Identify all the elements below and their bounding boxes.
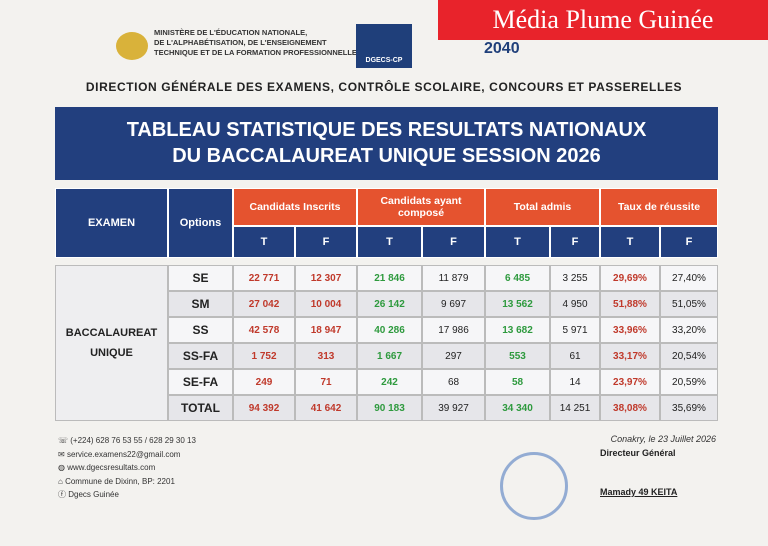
emblem: [116, 32, 148, 60]
value-cell: 18 947: [295, 317, 357, 343]
stamp: [500, 452, 568, 520]
sub-header: T: [485, 226, 550, 258]
value-cell: 5 971: [550, 317, 600, 343]
value-cell: 94 392: [233, 395, 295, 421]
value-cell: 33,17%: [600, 343, 660, 369]
sub-header: F: [550, 226, 600, 258]
sub-header: F: [660, 226, 718, 258]
value-cell: 9 697: [422, 291, 485, 317]
title-line: TABLEAU STATISTIQUE DES RESULTATS NATION…: [126, 119, 647, 141]
ministry-line: MINISTÈRE DE L'ÉDUCATION NATIONALE,: [154, 28, 308, 37]
option-cell: SM: [168, 291, 233, 317]
contact-text: www.dgecsresultats.com: [67, 463, 156, 472]
value-cell: 27,40%: [660, 265, 718, 291]
group-header: Candidats ayant composé: [357, 188, 485, 226]
value-cell: 4 950: [550, 291, 600, 317]
option-cell: SE: [168, 265, 233, 291]
value-cell: 51,05%: [660, 291, 718, 317]
value-cell: 22 771: [233, 265, 295, 291]
contact: ✉ service.examens22@gmail.com: [58, 449, 181, 459]
contact: ⌂ Commune de Dixinn, BP: 2201: [58, 476, 175, 486]
value-cell: 1 667: [357, 343, 422, 369]
value-cell: 35,69%: [660, 395, 718, 421]
exam-header: EXAMEN: [55, 188, 168, 258]
value-cell: 71: [295, 369, 357, 395]
contact: ⓕ Dgecs Guinée: [58, 490, 119, 499]
sub-header: F: [422, 226, 485, 258]
sub-header: F: [295, 226, 357, 258]
sub-header: T: [233, 226, 295, 258]
exam-cell: BACCALAUREAT UNIQUE: [55, 265, 168, 421]
value-cell: 42 578: [233, 317, 295, 343]
value-cell: 553: [485, 343, 550, 369]
watermark: Média Plume Guinée: [438, 0, 768, 40]
contact-text: Commune de Dixinn, BP: 2201: [65, 476, 175, 486]
sub-header: T: [357, 226, 422, 258]
contact-text: service.examens22@gmail.com: [66, 449, 181, 459]
option-cell: SE-FA: [168, 369, 233, 395]
title-band: TABLEAU STATISTIQUE DES RESULTATS NATION…: [55, 107, 718, 180]
ministry-line: TECHNIQUE ET DE LA FORMATION PROFESSIONN…: [154, 48, 357, 57]
value-cell: 51,88%: [600, 291, 660, 317]
value-cell: 39 927: [422, 395, 485, 421]
value-cell: 13 682: [485, 317, 550, 343]
value-cell: 11 879: [422, 265, 485, 291]
option-cell: TOTAL: [168, 395, 233, 421]
ministry-line: DE L'ALPHABÉTISATION, DE L'ENSEIGNEMENT: [154, 38, 327, 47]
value-cell: 38,08%: [600, 395, 660, 421]
value-cell: 14: [550, 369, 600, 395]
sub-header: T: [600, 226, 660, 258]
signature-name: Mamady 49 KEITA: [600, 487, 678, 497]
contact-text: (+224) 628 76 53 55 / 628 29 30 13: [70, 436, 196, 445]
value-cell: 68: [422, 369, 485, 395]
dgecs-logo: DGECS-CP: [356, 24, 412, 68]
value-cell: 3 255: [550, 265, 600, 291]
value-cell: 29,69%: [600, 265, 660, 291]
value-cell: 90 183: [357, 395, 422, 421]
value-cell: 23,97%: [600, 369, 660, 395]
value-cell: 1 752: [233, 343, 295, 369]
value-cell: 10 004: [295, 291, 357, 317]
value-cell: 12 307: [295, 265, 357, 291]
value-cell: 297: [422, 343, 485, 369]
value-cell: 58: [485, 369, 550, 395]
signature-role: Directeur Général: [600, 448, 676, 458]
value-cell: 33,20%: [660, 317, 718, 343]
value-cell: 17 986: [422, 317, 485, 343]
contact: ☏ (+224) 628 76 53 55 / 628 29 30 13: [58, 436, 196, 445]
value-cell: 242: [357, 369, 422, 395]
value-cell: 249: [233, 369, 295, 395]
value-cell: 313: [295, 343, 357, 369]
value-cell: 21 846: [357, 265, 422, 291]
value-cell: 6 485: [485, 265, 550, 291]
group-header: Taux de réussite: [600, 188, 718, 226]
group-header: Total admis: [485, 188, 600, 226]
contact: ◍ www.dgecsresultats.com: [58, 463, 156, 472]
value-cell: 33,96%: [600, 317, 660, 343]
option-cell: SS-FA: [168, 343, 233, 369]
value-cell: 61: [550, 343, 600, 369]
value-cell: 20,59%: [660, 369, 718, 395]
title-line: DU BACCALAUREAT UNIQUE SESSION 2026: [172, 145, 601, 167]
value-cell: 20,54%: [660, 343, 718, 369]
value-cell: 27 042: [233, 291, 295, 317]
value-cell: 40 286: [357, 317, 422, 343]
group-header: Candidats Inscrits: [233, 188, 357, 226]
value-cell: 34 340: [485, 395, 550, 421]
contacts: ☏ (+224) 628 76 53 55 / 628 29 30 13 ✉ s…: [58, 434, 196, 502]
value-cell: 41 642: [295, 395, 357, 421]
value-cell: 26 142: [357, 291, 422, 317]
contact-text: Dgecs Guinée: [68, 490, 119, 499]
direction: DIRECTION GÉNÉRALE DES EXAMENS, CONTRÔLE…: [85, 80, 683, 94]
ministry: MINISTÈRE DE L'ÉDUCATION NATIONALE, DE L…: [154, 28, 357, 58]
options-header: Options: [168, 188, 233, 258]
vision-logo: 2040: [484, 40, 520, 57]
option-cell: SS: [168, 317, 233, 343]
value-cell: 13 562: [485, 291, 550, 317]
value-cell: 14 251: [550, 395, 600, 421]
place-date: Conakry, le 23 Juillet 2026: [610, 434, 716, 444]
